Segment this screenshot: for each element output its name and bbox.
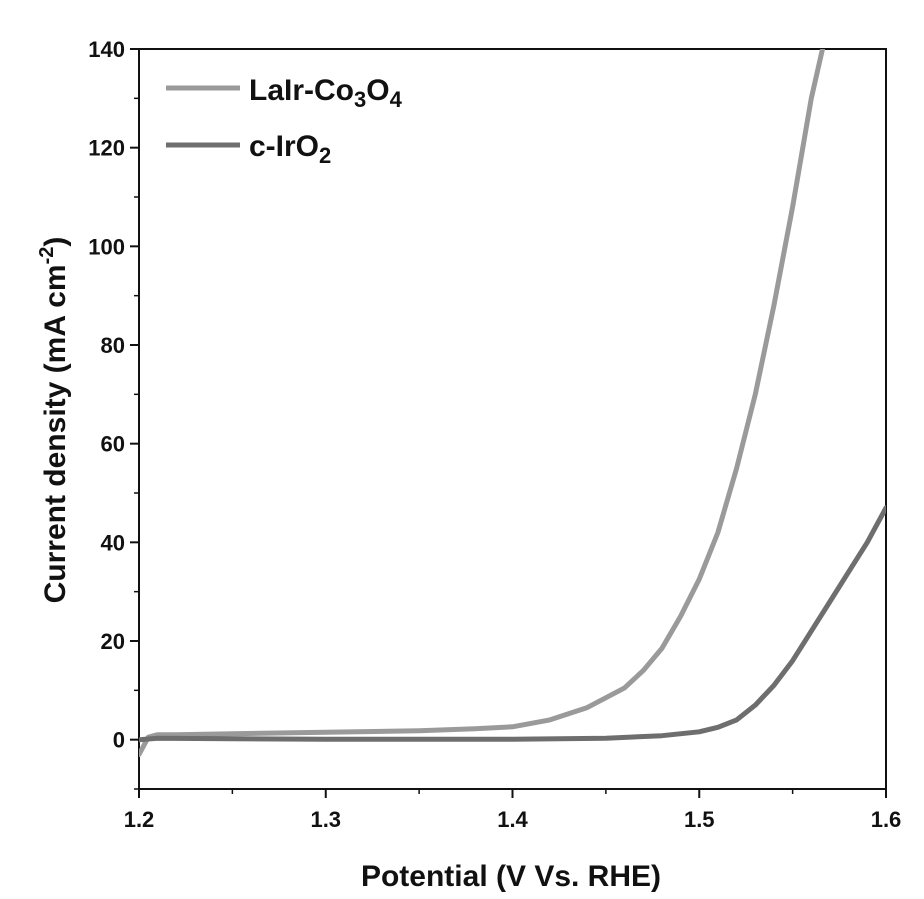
series-line-0: [139, 49, 825, 757]
y-tick-label-1: 20: [101, 629, 125, 654]
y-tick-label-6: 120: [88, 136, 125, 161]
legend: LaIr-Co3O4 c-IrO2: [166, 74, 403, 168]
x-tick-label-2: 1.4: [497, 807, 528, 832]
y-tick-label-7: 140: [88, 37, 125, 62]
y-axis-title: Current density (mA cm-2): [36, 237, 72, 604]
y-tick-label-4: 80: [101, 333, 125, 358]
x-tick-label-4: 1.6: [871, 807, 902, 832]
y-tick-label-5: 100: [88, 234, 125, 259]
y-axis-title-main: Current density (mA cm: [39, 264, 72, 603]
y-tick-label-2: 40: [101, 530, 125, 555]
series-line-1: [139, 505, 886, 743]
y-axis-title-superscript: -2: [36, 247, 58, 265]
y-tick-label-0: 0: [113, 728, 125, 753]
y-tick-label-3: 60: [101, 432, 125, 457]
x-axis-title: Potential (V Vs. RHE): [361, 860, 661, 893]
legend-label-laIr-co3o4: LaIr-Co3O4: [249, 74, 403, 112]
x-tick-label-3: 1.5: [684, 807, 715, 832]
x-tick-label-0: 1.2: [124, 807, 155, 832]
y-axis-title-close: ): [39, 237, 72, 247]
x-tick-label-1: 1.3: [310, 807, 341, 832]
legend-label-c-iro2: c-IrO2: [249, 130, 331, 168]
